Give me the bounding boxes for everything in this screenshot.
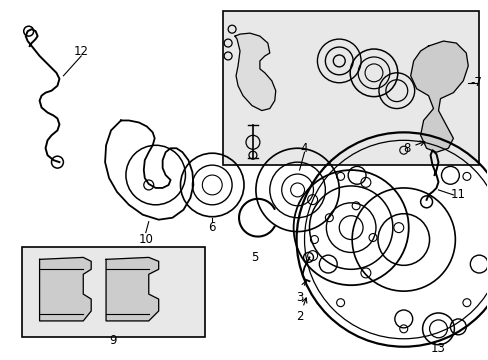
Text: 2: 2	[295, 298, 306, 323]
Text: 6: 6	[208, 221, 216, 234]
Polygon shape	[235, 33, 275, 111]
Text: 9: 9	[109, 334, 117, 347]
Bar	[21, 247, 205, 337]
Polygon shape	[106, 257, 158, 321]
Text: 3: 3	[295, 281, 306, 303]
Bar	[223, 11, 478, 165]
Text: 10: 10	[138, 233, 153, 246]
Text: -7: -7	[469, 76, 481, 89]
Polygon shape	[40, 257, 91, 321]
Text: 13: 13	[430, 342, 445, 355]
Text: 1: 1	[0, 359, 1, 360]
Text: 4: 4	[300, 142, 307, 155]
Polygon shape	[410, 41, 468, 152]
Text: 5: 5	[251, 251, 258, 264]
Text: 11: 11	[450, 188, 465, 201]
Text: 8: 8	[402, 141, 424, 155]
Text: 12: 12	[74, 45, 89, 58]
